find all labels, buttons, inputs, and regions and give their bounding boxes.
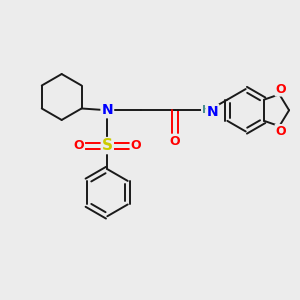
Text: N: N — [207, 105, 218, 119]
Text: S: S — [102, 138, 113, 153]
Text: O: O — [74, 139, 84, 152]
Text: O: O — [275, 82, 286, 95]
Text: H: H — [202, 105, 211, 115]
Text: O: O — [130, 139, 141, 152]
Text: N: N — [101, 103, 113, 117]
Text: O: O — [170, 135, 180, 148]
Text: O: O — [275, 125, 286, 138]
